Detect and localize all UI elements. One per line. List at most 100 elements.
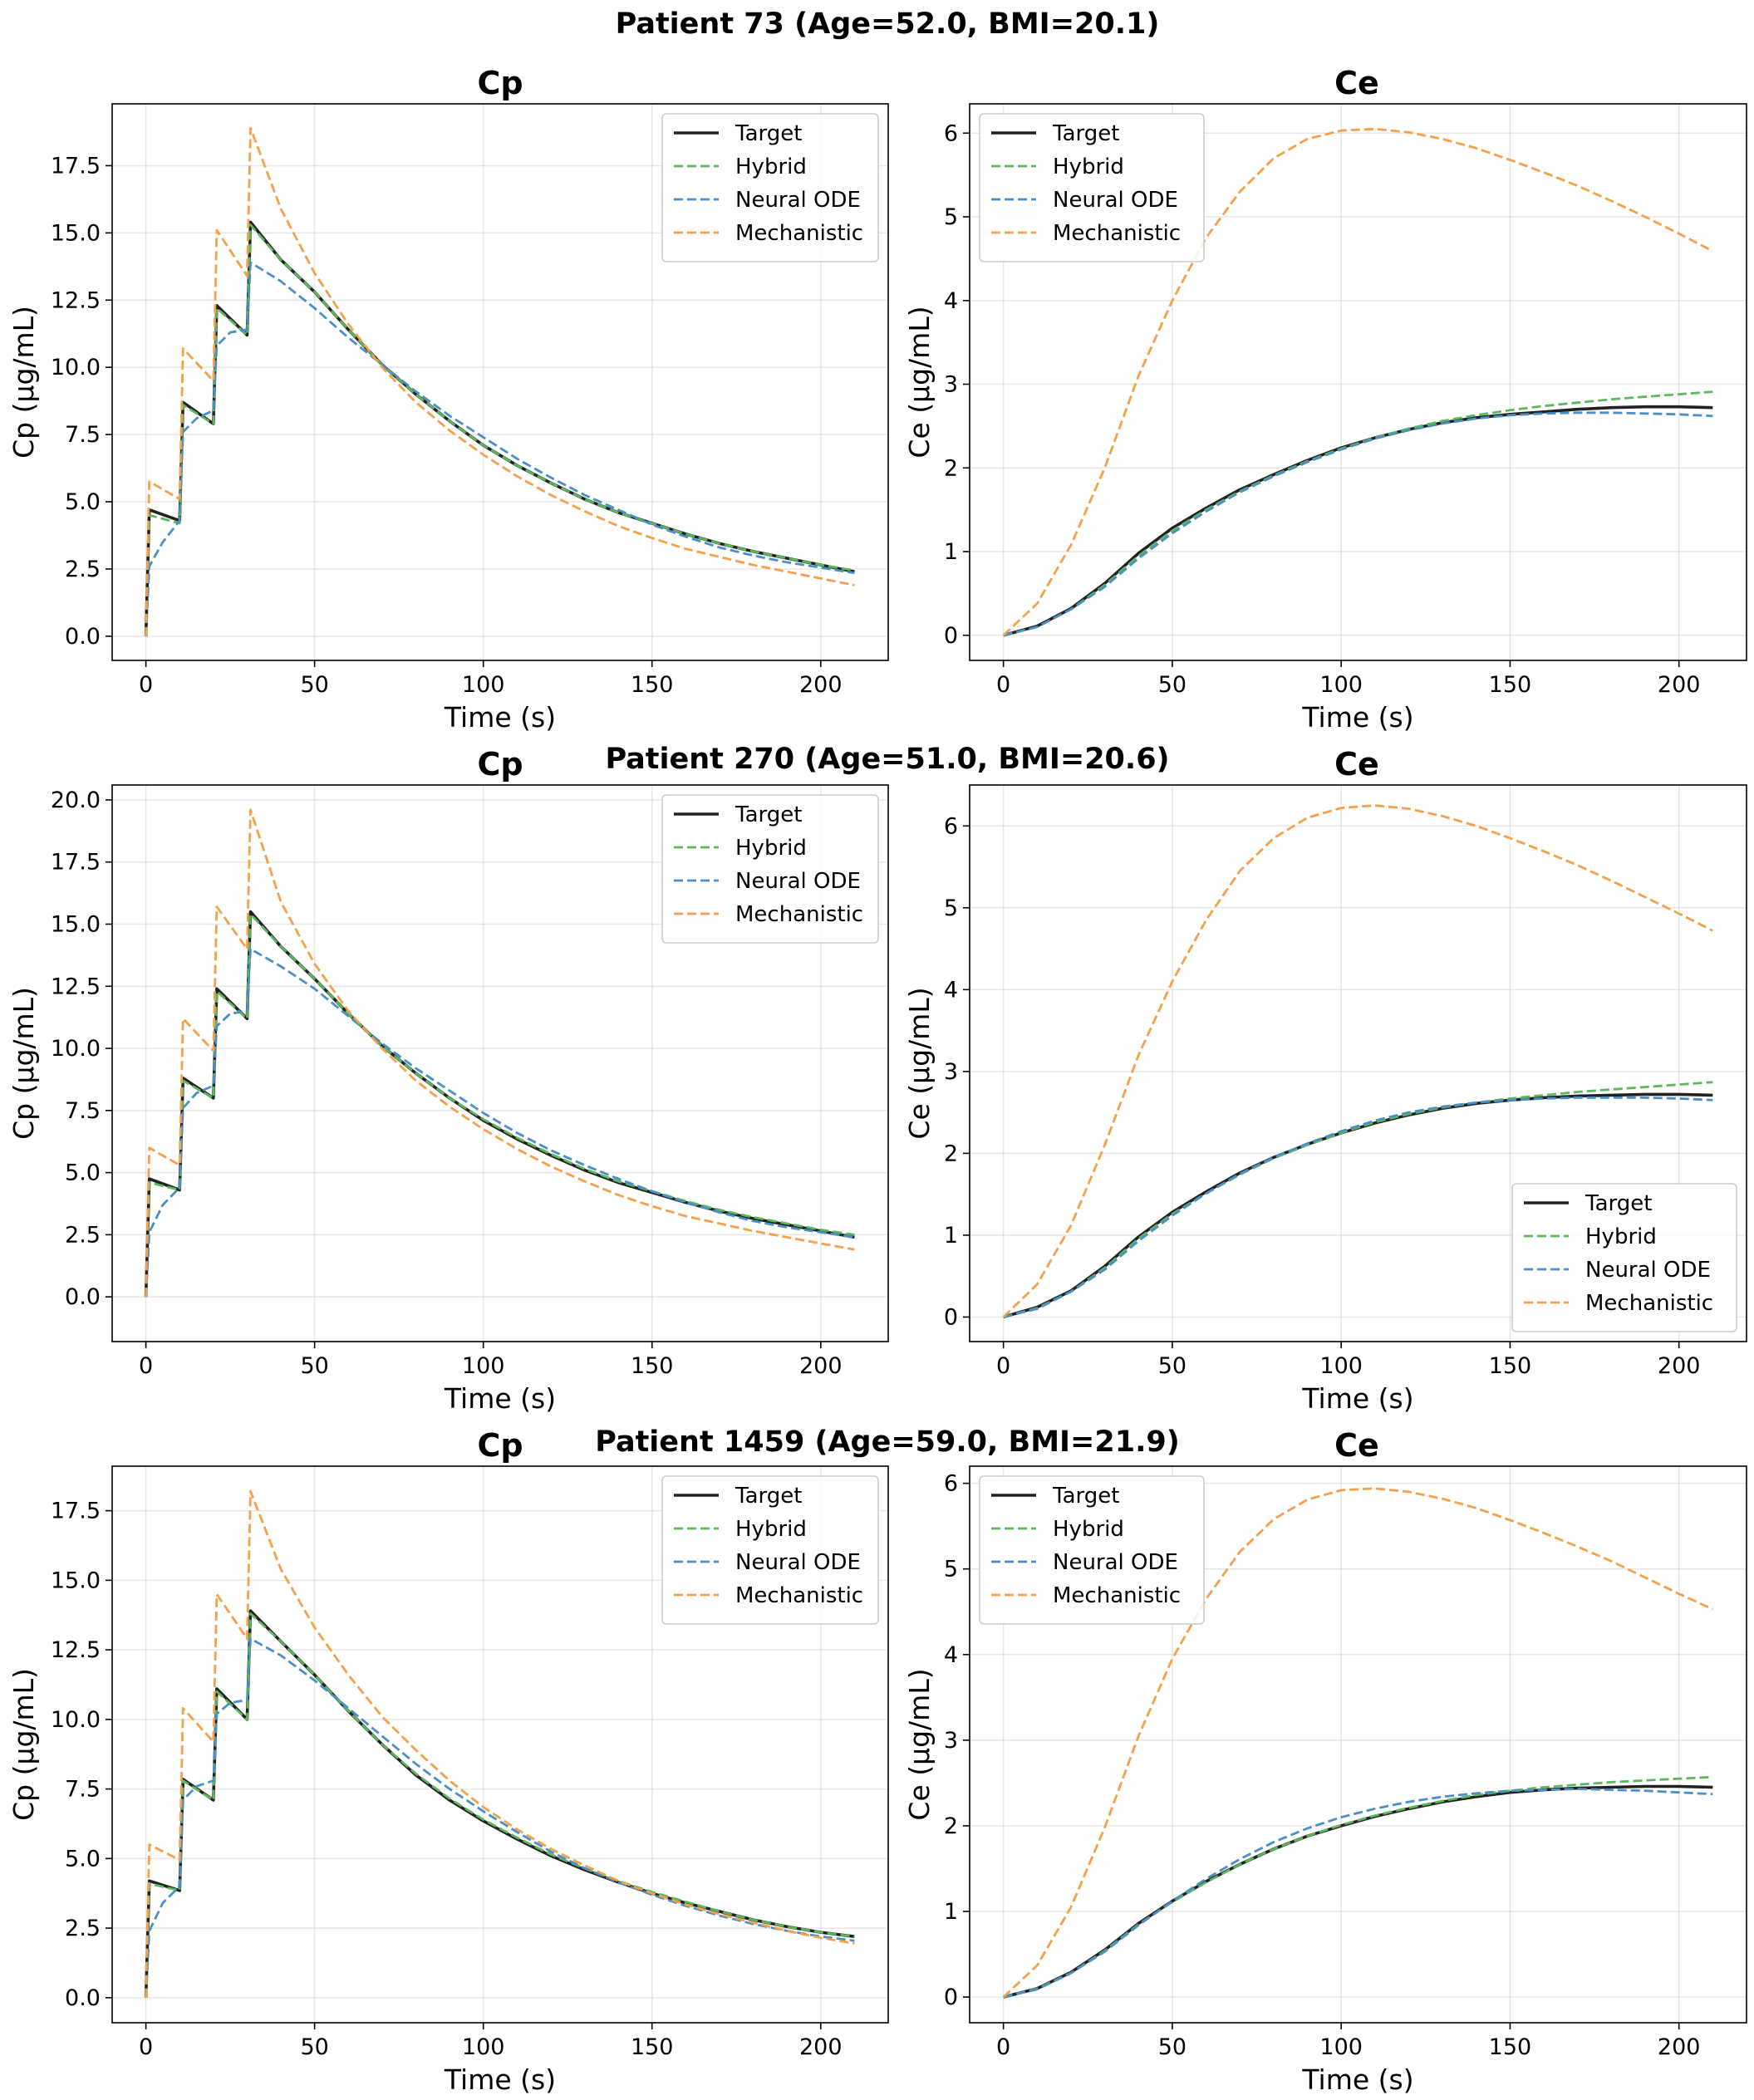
x-tick-label: 100	[1319, 2034, 1363, 2060]
series-line-mechanistic	[145, 808, 855, 1298]
legend-label: Target	[735, 121, 802, 146]
panel-title-3-cp: Cp	[477, 1427, 523, 1464]
x-tick-label: 50	[300, 1353, 328, 1379]
x-tick-label: 150	[1489, 2034, 1532, 2060]
legend-label: Hybrid	[735, 836, 807, 861]
x-tick-label: 100	[462, 672, 505, 698]
y-tick-label: 2	[944, 1813, 958, 1839]
y-tick-label: 5	[944, 1557, 958, 1582]
series-line-neural-ode	[145, 261, 855, 636]
y-tick-label: 5.0	[65, 1846, 101, 1872]
y-tick-label: 6	[944, 120, 958, 146]
x-tick-label: 0	[139, 1353, 153, 1379]
y-axis-label: Cp (µg/mL)	[7, 987, 40, 1140]
y-tick-label: 0	[944, 1304, 958, 1330]
x-tick-label: 200	[799, 2034, 843, 2060]
x-tick-label: 50	[1158, 2034, 1187, 2060]
y-tick-label: 0	[944, 623, 958, 649]
legend-label: Mechanistic	[735, 902, 863, 927]
y-tick-label: 2.5	[65, 1916, 101, 1941]
x-axis-label: Time (s)	[444, 1382, 556, 1415]
legend-label: Mechanistic	[1585, 1291, 1713, 1316]
series-line-neural-ode	[1003, 411, 1713, 637]
panel-2-cp: 0 50 100 150 200 0.0 2.5 5.0 7.5 10.0 12.5 15.0 17.5…	[7, 784, 889, 1415]
patient-title-1: Patient 73 (Age=52.0, BMI=20.1)	[616, 7, 1160, 41]
legend-label: Target	[1052, 1484, 1119, 1509]
y-tick-label: 7.5	[65, 1098, 101, 1124]
series-line-neural-ode	[145, 1637, 855, 1998]
y-tick-label: 1	[944, 1223, 958, 1249]
y-tick-label: 20.0	[51, 788, 101, 813]
series-line-hybrid	[1003, 1081, 1713, 1318]
y-axis-label: Cp (µg/mL)	[7, 1668, 40, 1821]
x-tick-label: 0	[996, 672, 1010, 698]
legend-label: Hybrid	[1053, 155, 1124, 179]
x-tick-label: 100	[1319, 672, 1363, 698]
series-line-mechanistic	[1002, 127, 1713, 636]
legend: Target Hybrid Neural ODE Mechanistic	[661, 794, 879, 944]
panels-layer: 0 50 100 150 2000.02.55.07.510.012.515.017.5…	[7, 103, 1747, 2096]
x-axis-label: Time (s)	[1301, 2063, 1413, 2096]
y-tick-label: 7.5	[65, 422, 101, 448]
y-axis-label: Ce (µg/mL)	[903, 1668, 936, 1820]
series-line-neural-ode	[1003, 1097, 1713, 1318]
y-tick-label: 10.0	[51, 355, 101, 380]
y-tick-label: 12.5	[51, 1637, 101, 1663]
y-tick-label: 17.5	[51, 850, 101, 876]
y-tick-label: 2	[944, 1141, 958, 1166]
legend-label: Neural ODE	[1053, 1550, 1178, 1575]
legend-box	[979, 113, 1205, 262]
legend-label: Mechanistic	[1053, 1583, 1181, 1608]
x-tick-label: 200	[799, 672, 843, 698]
panel-3-cp: 0 50 100 150 200 0.0 2.5 5.0 7.5 10.0 12.5 15.0 17.5…	[7, 1465, 889, 2096]
x-tick-label: 150	[631, 2034, 674, 2060]
y-tick-label: 3	[944, 372, 958, 398]
y-tick-label: 12.5	[51, 974, 101, 999]
y-tick-label: 5	[944, 895, 958, 921]
x-tick-label: 150	[1489, 672, 1532, 698]
series-line-hybrid	[145, 1612, 855, 1998]
axes-frame	[111, 103, 889, 661]
legend-label: Mechanistic	[735, 221, 863, 246]
x-tick-label: 200	[799, 1353, 843, 1379]
legend-label: Hybrid	[735, 155, 807, 179]
y-tick-label: 3	[944, 1728, 958, 1754]
y-tick-label: 12.5	[51, 287, 101, 313]
legend: Target Hybrid Neural ODE Mechanistic	[661, 113, 879, 262]
y-axis-label: Cp (µg/mL)	[7, 306, 40, 459]
x-tick-label: 50	[1158, 1353, 1187, 1379]
x-tick-label: 50	[300, 672, 328, 698]
legend-label: Target	[1052, 121, 1119, 146]
y-axis-label: Ce (µg/mL)	[903, 306, 936, 458]
panel-1-cp: 0 50 100 150 200 0.0 2.5 5.0 7.5 10.0 12.5 15.0 17.5…	[7, 103, 889, 734]
x-tick-label: 200	[1658, 1353, 1701, 1379]
y-tick-label: 4	[944, 1642, 958, 1668]
panel-3-ce: 0 50 100 150 200 0 1 2 3 4 5 6 Time (s) Ce (µg/mL) Tar…	[903, 1465, 1747, 2096]
x-tick-label: 50	[300, 2034, 328, 2060]
x-tick-label: 150	[631, 672, 674, 698]
y-tick-label: 17.5	[51, 1499, 101, 1524]
x-tick-label: 150	[631, 1353, 674, 1379]
y-tick-label: 1	[944, 539, 958, 565]
legend: Target Hybrid Neural ODE Mechanistic	[979, 113, 1205, 262]
legend-label: Neural ODE	[735, 1550, 861, 1575]
y-tick-label: 5.0	[65, 1160, 101, 1186]
x-tick-label: 0	[139, 672, 153, 698]
panel-title-2-cp: Cp	[477, 746, 523, 783]
panel-title-1-ce: Ce	[1334, 65, 1379, 101]
legend-label: Target	[735, 802, 802, 827]
y-tick-label: 6	[944, 813, 958, 839]
legend-box	[1511, 1183, 1737, 1332]
x-tick-label: 50	[1158, 672, 1187, 698]
y-tick-label: 0.0	[65, 1284, 101, 1310]
y-tick-label: 1	[944, 1899, 958, 1925]
legend-label: Hybrid	[1053, 1517, 1124, 1542]
axes-frame	[111, 784, 889, 1342]
y-tick-label: 10.0	[51, 1036, 101, 1062]
legend-label: Neural ODE	[735, 869, 861, 894]
y-axis-label: Ce (µg/mL)	[903, 987, 936, 1139]
legend-label: Neural ODE	[735, 188, 861, 213]
axes-frame	[969, 784, 1747, 1342]
